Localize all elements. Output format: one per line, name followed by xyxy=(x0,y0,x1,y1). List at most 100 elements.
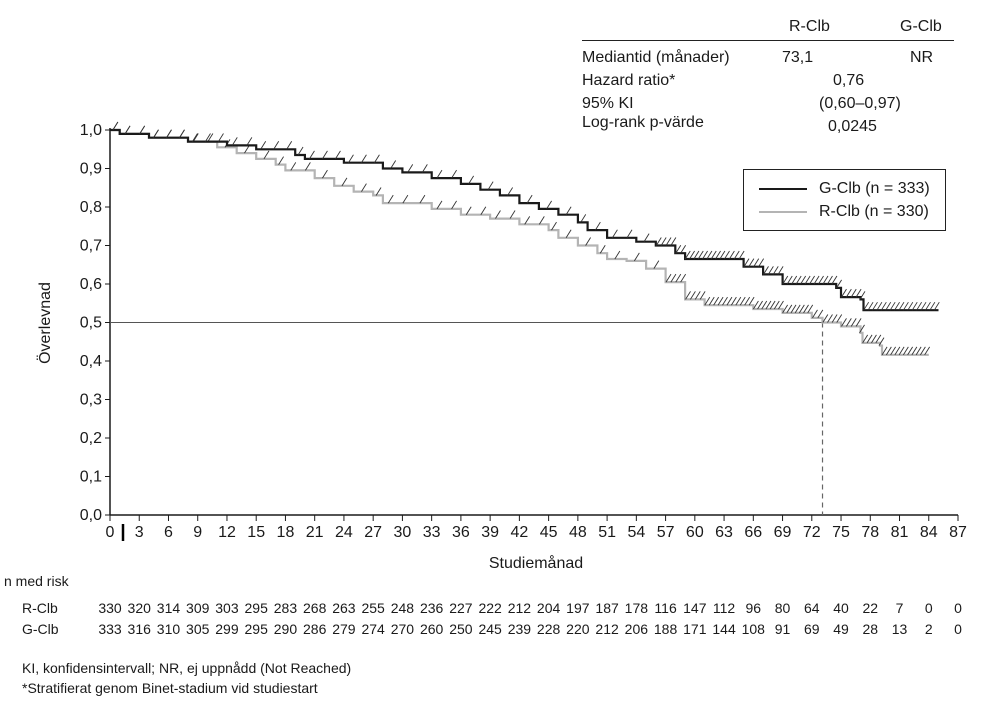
risk-value: 2 xyxy=(924,621,933,637)
censor-mark xyxy=(822,314,829,323)
censor-mark xyxy=(876,301,883,311)
censor-mark xyxy=(894,346,901,356)
risk-value: 220 xyxy=(566,621,590,637)
legend-swatch-gray xyxy=(759,211,807,213)
censor-mark xyxy=(845,318,852,327)
x-tick-label: 69 xyxy=(774,524,792,541)
censor-mark xyxy=(841,318,847,327)
censor-mark xyxy=(866,334,873,344)
legend: G-Clb (n = 333) R-Clb (n = 330) xyxy=(743,169,946,231)
risk-value: 320 xyxy=(127,600,151,616)
censor-mark xyxy=(387,194,394,204)
risk-value: 303 xyxy=(215,600,239,616)
censor-mark xyxy=(139,125,146,135)
censor-mark xyxy=(348,154,354,163)
censor-mark xyxy=(885,301,892,311)
risk-value: 212 xyxy=(595,621,619,637)
legend-item-g-clb: G-Clb (n = 333) xyxy=(759,179,930,199)
x-tick-label: 51 xyxy=(598,524,616,541)
stats-table: R-Clb G-Clb Mediantid (månader) 73,1 NR … xyxy=(582,14,954,135)
censor-mark xyxy=(626,229,633,239)
censor-mark xyxy=(322,150,328,160)
censor-mark xyxy=(286,141,293,150)
y-tick-label: 0,9 xyxy=(80,161,102,178)
risk-value: 295 xyxy=(244,621,268,637)
censor-mark xyxy=(730,296,737,306)
x-tick-label: 18 xyxy=(277,524,295,541)
risk-value: 0 xyxy=(924,600,933,616)
censor-mark xyxy=(614,250,621,260)
censor-mark xyxy=(728,250,735,260)
risk-value: 250 xyxy=(449,621,473,637)
censor-mark xyxy=(526,194,533,204)
risk-value: 239 xyxy=(507,621,532,637)
risk-value: 274 xyxy=(361,621,385,637)
censor-mark xyxy=(916,301,923,311)
x-tick-label: 87 xyxy=(949,524,967,541)
censor-mark xyxy=(290,162,297,171)
stats-col-g-clb: G-Clb xyxy=(900,18,942,35)
censor-mark xyxy=(699,291,706,300)
risk-value: 116 xyxy=(654,600,677,616)
x-tick-label: 30 xyxy=(394,524,412,541)
risk-value: 28 xyxy=(862,621,879,637)
censor-mark xyxy=(867,301,874,311)
risk-row-label-r-clb: R-Clb xyxy=(22,600,58,616)
censor-mark xyxy=(375,187,382,196)
censor-mark xyxy=(565,206,572,215)
stats-col-r-clb: R-Clb xyxy=(789,18,830,35)
censor-mark xyxy=(778,300,784,310)
censor-mark xyxy=(758,258,765,267)
censor-mark xyxy=(231,137,238,146)
censor-mark xyxy=(795,275,802,285)
censor-mark xyxy=(881,346,888,356)
censor-mark xyxy=(361,183,367,192)
risk-value: 248 xyxy=(390,600,415,616)
censor-mark xyxy=(689,250,695,260)
censor-mark xyxy=(451,200,457,210)
risk-value: 22 xyxy=(862,600,879,616)
censor-mark xyxy=(919,346,926,356)
censor-mark xyxy=(763,266,769,275)
censor-mark xyxy=(205,133,211,142)
censor-mark xyxy=(855,288,862,298)
risk-value: 0 xyxy=(954,621,962,637)
y-tick-label: 0,5 xyxy=(80,315,102,332)
risk-value: 108 xyxy=(741,621,765,637)
censor-mark xyxy=(509,210,516,219)
censor-mark xyxy=(495,210,501,219)
y-tick-label: 0,7 xyxy=(80,238,102,255)
x-tick-label: 21 xyxy=(306,524,324,541)
censor-mark xyxy=(777,266,784,275)
risk-value: 227 xyxy=(449,600,473,616)
y-tick-label: 0,6 xyxy=(80,276,102,293)
y-tick-label: 0,2 xyxy=(80,430,102,447)
risk-value: 212 xyxy=(507,600,532,616)
x-axis-label: Studiemånad xyxy=(489,554,583,572)
censor-mark xyxy=(880,301,887,311)
censor-mark xyxy=(717,296,724,306)
risk-value: 80 xyxy=(774,600,791,616)
censor-mark xyxy=(791,275,798,285)
censor-mark xyxy=(822,275,829,285)
x-tick-label: 0 xyxy=(106,524,115,541)
censor-mark xyxy=(309,150,315,160)
risk-value: 270 xyxy=(390,621,415,637)
censor-mark xyxy=(924,346,931,356)
censor-mark xyxy=(633,252,640,262)
risk-value: 147 xyxy=(683,600,707,616)
censor-mark xyxy=(782,275,789,285)
x-tick-label: 48 xyxy=(569,524,587,541)
censor-mark xyxy=(713,296,720,306)
censor-mark xyxy=(451,169,457,179)
y-tick-label: 0,0 xyxy=(80,507,102,524)
x-tick-label: 78 xyxy=(861,524,879,541)
censor-mark xyxy=(773,300,780,310)
stats-row-pvalue: Log-rank p-värde 0,0245 xyxy=(582,112,954,135)
censor-mark xyxy=(748,258,755,267)
y-tick-label: 0,4 xyxy=(80,353,102,370)
censor-mark xyxy=(112,121,119,131)
censor-mark xyxy=(920,301,927,311)
risk-value: 197 xyxy=(566,600,590,616)
